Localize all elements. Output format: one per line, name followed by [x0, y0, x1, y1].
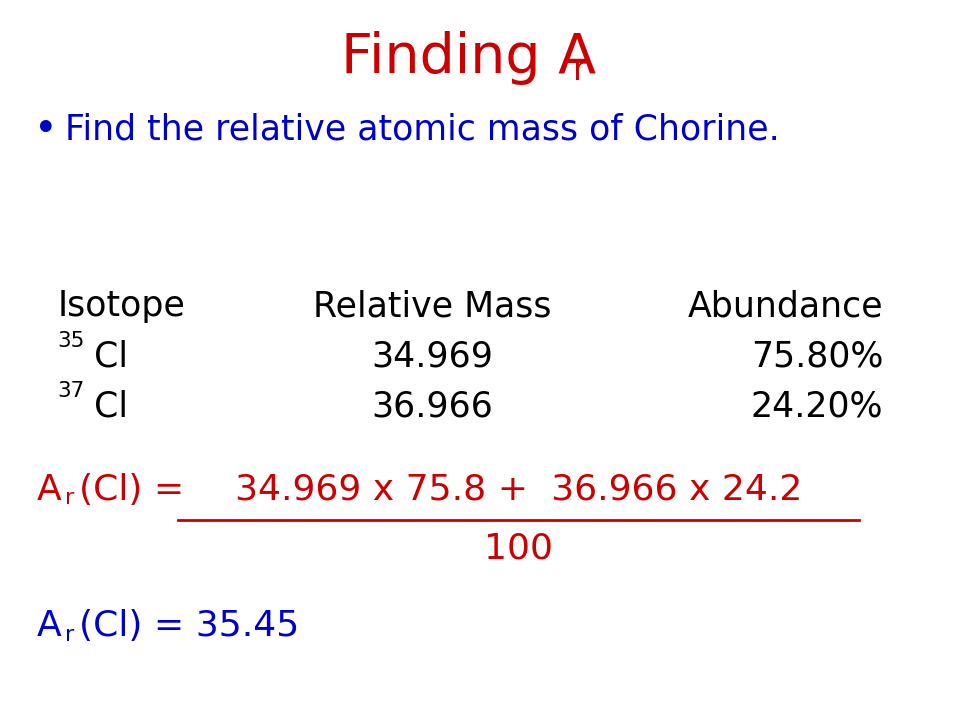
Text: •: • [34, 109, 58, 150]
Text: Cl: Cl [94, 339, 128, 374]
Text: 34.969: 34.969 [371, 339, 493, 374]
Text: 75.80%: 75.80% [751, 339, 883, 374]
Text: A: A [36, 609, 61, 644]
Text: Relative Mass: Relative Mass [313, 289, 551, 323]
Text: r: r [573, 54, 587, 87]
Text: r: r [65, 488, 75, 508]
Text: 35: 35 [58, 330, 85, 351]
Text: A: A [36, 472, 61, 507]
Text: Find the relative atomic mass of Chorine.: Find the relative atomic mass of Chorine… [65, 112, 780, 147]
Text: 37: 37 [58, 381, 85, 401]
Text: (Cl) =: (Cl) = [79, 472, 196, 507]
Text: Abundance: Abundance [687, 289, 883, 323]
Text: 36.966: 36.966 [372, 390, 492, 424]
Text: 24.20%: 24.20% [751, 390, 883, 424]
Text: Finding A: Finding A [341, 30, 596, 85]
Text: 100: 100 [484, 531, 553, 566]
Text: Cl: Cl [94, 390, 128, 424]
Text: Isotope: Isotope [58, 289, 185, 323]
Text: r: r [65, 625, 75, 645]
Text: 34.969 x 75.8 +  36.966 x 24.2: 34.969 x 75.8 + 36.966 x 24.2 [234, 472, 803, 507]
Text: (Cl) = 35.45: (Cl) = 35.45 [79, 609, 299, 644]
